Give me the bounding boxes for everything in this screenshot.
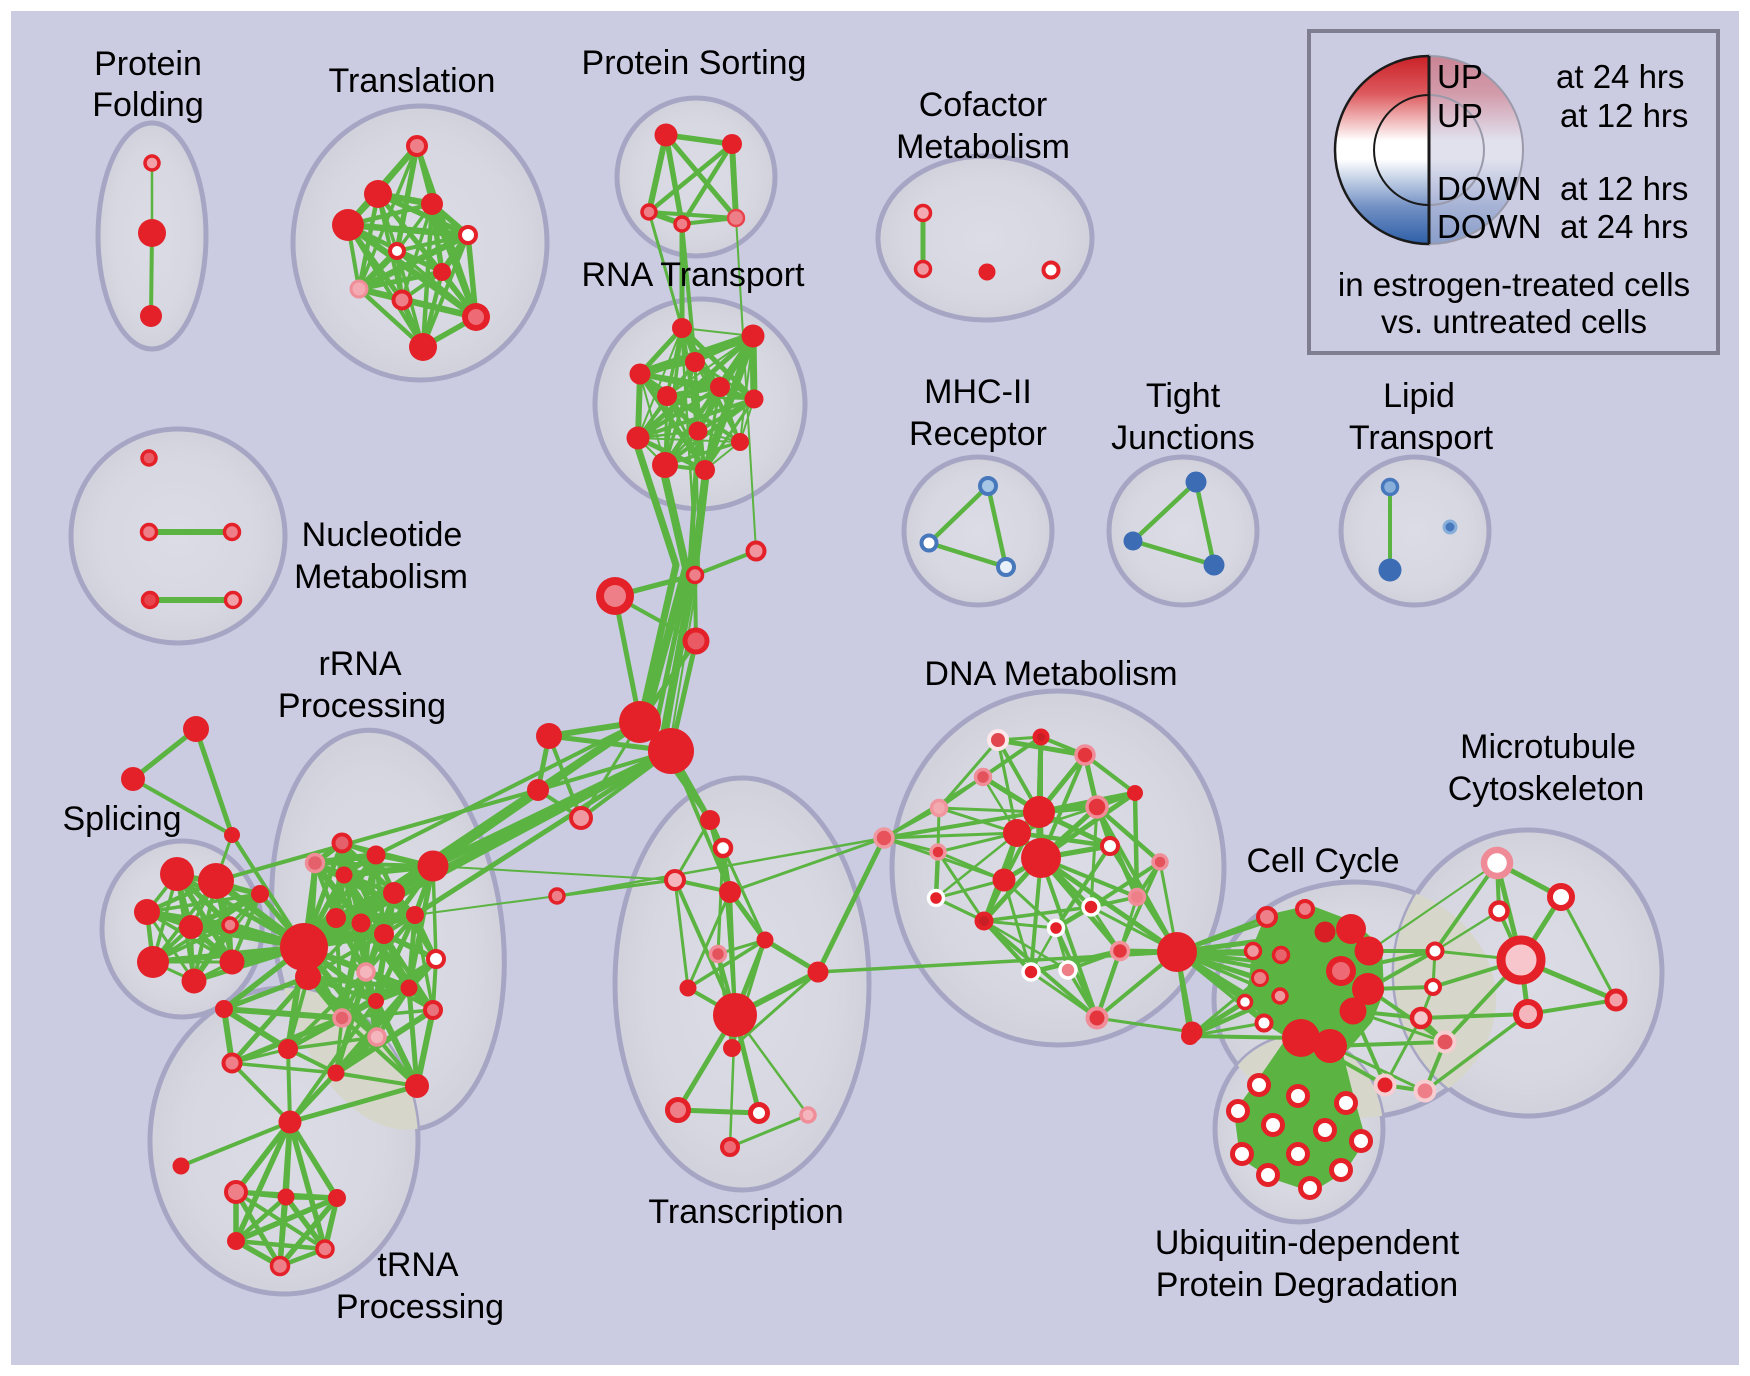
svg-text:UP: UP	[1437, 58, 1483, 95]
svg-text:Nucleotide: Nucleotide	[302, 516, 463, 554]
svg-text:Protein Degradation: Protein Degradation	[1156, 1266, 1458, 1304]
svg-text:Protein: Protein	[94, 45, 202, 83]
svg-text:Folding: Folding	[92, 86, 204, 124]
svg-text:Translation: Translation	[329, 62, 496, 100]
svg-text:Cofactor: Cofactor	[919, 86, 1048, 124]
svg-text:Lipid: Lipid	[1383, 377, 1455, 415]
svg-text:rRNA: rRNA	[318, 645, 401, 683]
svg-text:vs. untreated cells: vs. untreated cells	[1381, 303, 1647, 340]
svg-text:in estrogen-treated cells: in estrogen-treated cells	[1338, 266, 1690, 303]
svg-text:Cytoskeleton: Cytoskeleton	[1448, 770, 1645, 808]
svg-text:DNA Metabolism: DNA Metabolism	[924, 655, 1177, 693]
svg-text:Metabolism: Metabolism	[896, 128, 1070, 166]
svg-text:tRNA: tRNA	[377, 1246, 459, 1284]
svg-text:UP: UP	[1437, 97, 1483, 134]
svg-text:Cell Cycle: Cell Cycle	[1246, 842, 1399, 880]
svg-text:RNA Transport: RNA Transport	[582, 256, 806, 294]
svg-text:Transport: Transport	[1349, 419, 1494, 457]
svg-text:Microtubule: Microtubule	[1460, 728, 1636, 766]
svg-text:at 12 hrs: at 12 hrs	[1560, 170, 1688, 207]
svg-text:Splicing: Splicing	[62, 800, 181, 838]
svg-text:DOWN: DOWN	[1437, 208, 1541, 245]
svg-text:Junctions: Junctions	[1111, 419, 1255, 457]
svg-text:Protein Sorting: Protein Sorting	[582, 44, 807, 82]
svg-text:Tight: Tight	[1146, 377, 1221, 415]
svg-text:at 24 hrs: at 24 hrs	[1560, 208, 1688, 245]
svg-text:at 24 hrs: at 24 hrs	[1556, 58, 1684, 95]
svg-text:DOWN: DOWN	[1437, 170, 1541, 207]
svg-text:Receptor: Receptor	[909, 415, 1047, 453]
svg-text:Ubiquitin-dependent: Ubiquitin-dependent	[1155, 1224, 1460, 1262]
svg-text:MHC-II: MHC-II	[924, 373, 1032, 411]
svg-text:Processing: Processing	[278, 687, 446, 725]
svg-text:Transcription: Transcription	[648, 1193, 843, 1231]
svg-text:Metabolism: Metabolism	[294, 558, 468, 596]
svg-text:at 12 hrs: at 12 hrs	[1560, 97, 1688, 134]
svg-text:Processing: Processing	[336, 1288, 504, 1326]
